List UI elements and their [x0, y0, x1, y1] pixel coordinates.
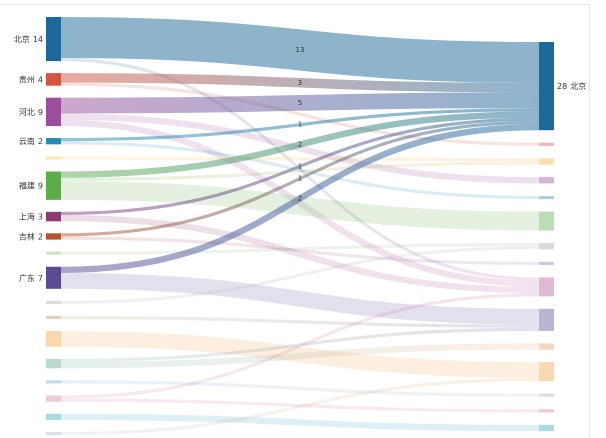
node-value: 9 — [38, 107, 43, 116]
sankey-node-left[interactable] — [46, 251, 61, 255]
sankey-node-right[interactable] — [539, 393, 554, 397]
sankey-node-right[interactable] — [539, 343, 554, 350]
node-value: 9 — [38, 181, 43, 190]
node-name: 贵州 — [19, 74, 35, 84]
node-name: 云南 — [19, 136, 35, 146]
sankey-node-left[interactable] — [46, 211, 61, 222]
sankey-node-right[interactable] — [539, 211, 554, 231]
sankey-node-left[interactable] — [46, 138, 61, 145]
sankey-link-value-label: 1 — [298, 121, 302, 129]
sankey-link[interactable] — [60, 111, 540, 178]
node-name: 北京 — [14, 34, 30, 44]
sankey-node-label: 福建 9 — [19, 180, 43, 190]
sankey-node-right[interactable] — [539, 261, 554, 265]
sankey-node-label: 河北 9 — [19, 106, 43, 116]
chart-frame — [0, 4, 590, 438]
sankey-node-label: 28 北京 — [557, 81, 586, 91]
node-name: 北京 — [570, 81, 586, 91]
sankey-node-left[interactable] — [46, 432, 61, 436]
sankey-link[interactable] — [60, 117, 540, 215]
sankey-link[interactable] — [60, 243, 540, 255]
sankey-link[interactable] — [60, 273, 540, 325]
sankey-node-right[interactable] — [539, 195, 554, 200]
sankey-node-right[interactable] — [539, 424, 554, 432]
sankey-node-left[interactable] — [46, 171, 61, 200]
node-value: 2 — [38, 232, 43, 241]
sankey-node-right[interactable] — [539, 243, 554, 250]
sankey-link[interactable] — [60, 377, 540, 436]
sankey-node-label: 贵州 4 — [19, 74, 43, 84]
sankey-link-value-label: 13 — [296, 46, 305, 54]
sankey-link[interactable] — [60, 17, 540, 83]
sankey-node-left[interactable] — [46, 233, 61, 240]
sankey-node-left[interactable] — [46, 315, 61, 320]
sankey-node-left[interactable] — [46, 300, 61, 304]
sankey-node-left[interactable] — [46, 331, 61, 347]
sankey-link[interactable] — [60, 180, 540, 231]
sankey-node-label: 广东 7 — [19, 272, 43, 282]
sankey-link[interactable] — [60, 161, 540, 181]
sankey-node-right[interactable] — [539, 158, 554, 165]
sankey-link[interactable] — [60, 82, 540, 146]
sankey-node-left[interactable] — [46, 395, 61, 402]
sankey-link[interactable] — [60, 108, 540, 142]
sankey-node-left[interactable] — [46, 380, 61, 384]
node-value: 4 — [38, 75, 43, 84]
node-name: 上海 — [19, 211, 35, 221]
sankey-nodes — [46, 17, 554, 436]
sankey-link[interactable] — [60, 92, 540, 114]
sankey-node-label: 云南 2 — [19, 136, 43, 146]
node-value: 3 — [38, 212, 43, 221]
sankey-link[interactable] — [60, 156, 540, 162]
sankey-node-right[interactable] — [539, 308, 554, 331]
sankey-node-label: 上海 3 — [19, 211, 43, 221]
sankey-node-left[interactable] — [46, 156, 61, 160]
sankey-link[interactable] — [60, 343, 540, 369]
sankey-link[interactable] — [60, 315, 540, 328]
node-name: 福建 — [19, 180, 35, 190]
sankey-link-value-label: 1 — [298, 162, 302, 170]
sankey-node-right[interactable] — [539, 42, 554, 131]
sankey-node-left[interactable] — [46, 358, 61, 369]
sankey-link[interactable] — [60, 113, 540, 184]
sankey-link[interactable] — [60, 293, 540, 399]
node-value: 7 — [38, 273, 43, 282]
sankey-node-right[interactable] — [539, 409, 554, 413]
sankey-node-label: 北京 14 — [14, 34, 43, 44]
sankey-link-value-label: 5 — [298, 99, 302, 107]
sankey-link[interactable] — [60, 236, 540, 265]
sankey-link-value-label: 1 — [298, 175, 302, 183]
sankey-node-left[interactable] — [46, 17, 61, 62]
node-name: 河北 — [19, 106, 35, 116]
sankey-node-left[interactable] — [46, 97, 61, 127]
sankey-link-value-label: 3 — [298, 79, 302, 87]
sankey-node-left[interactable] — [46, 266, 61, 289]
sankey-link[interactable] — [60, 215, 540, 294]
node-name: 吉林 — [19, 231, 35, 241]
node-name: 广东 — [19, 272, 35, 282]
sankey-node-right[interactable] — [539, 177, 554, 184]
sankey-node-right[interactable] — [539, 142, 554, 146]
node-value: 2 — [38, 137, 43, 146]
node-value: 28 — [557, 82, 567, 91]
sankey-link[interactable] — [60, 380, 540, 397]
sankey-node-right[interactable] — [539, 362, 554, 382]
sankey-link[interactable] — [60, 73, 540, 93]
sankey-link[interactable] — [60, 246, 540, 304]
sankey-link[interactable] — [60, 413, 540, 432]
sankey-node-right[interactable] — [539, 277, 554, 297]
sankey-link-value-label: 2 — [298, 141, 302, 149]
sankey-link-value-label: 2 — [298, 194, 302, 202]
sankey-link[interactable] — [60, 120, 540, 237]
sankey-node-left[interactable] — [46, 413, 61, 421]
sankey-links — [60, 17, 540, 436]
sankey-node-left[interactable] — [46, 73, 61, 86]
sankey-link[interactable] — [60, 123, 540, 274]
sankey-node-label: 吉林 2 — [19, 231, 43, 241]
node-value: 14 — [33, 35, 43, 44]
